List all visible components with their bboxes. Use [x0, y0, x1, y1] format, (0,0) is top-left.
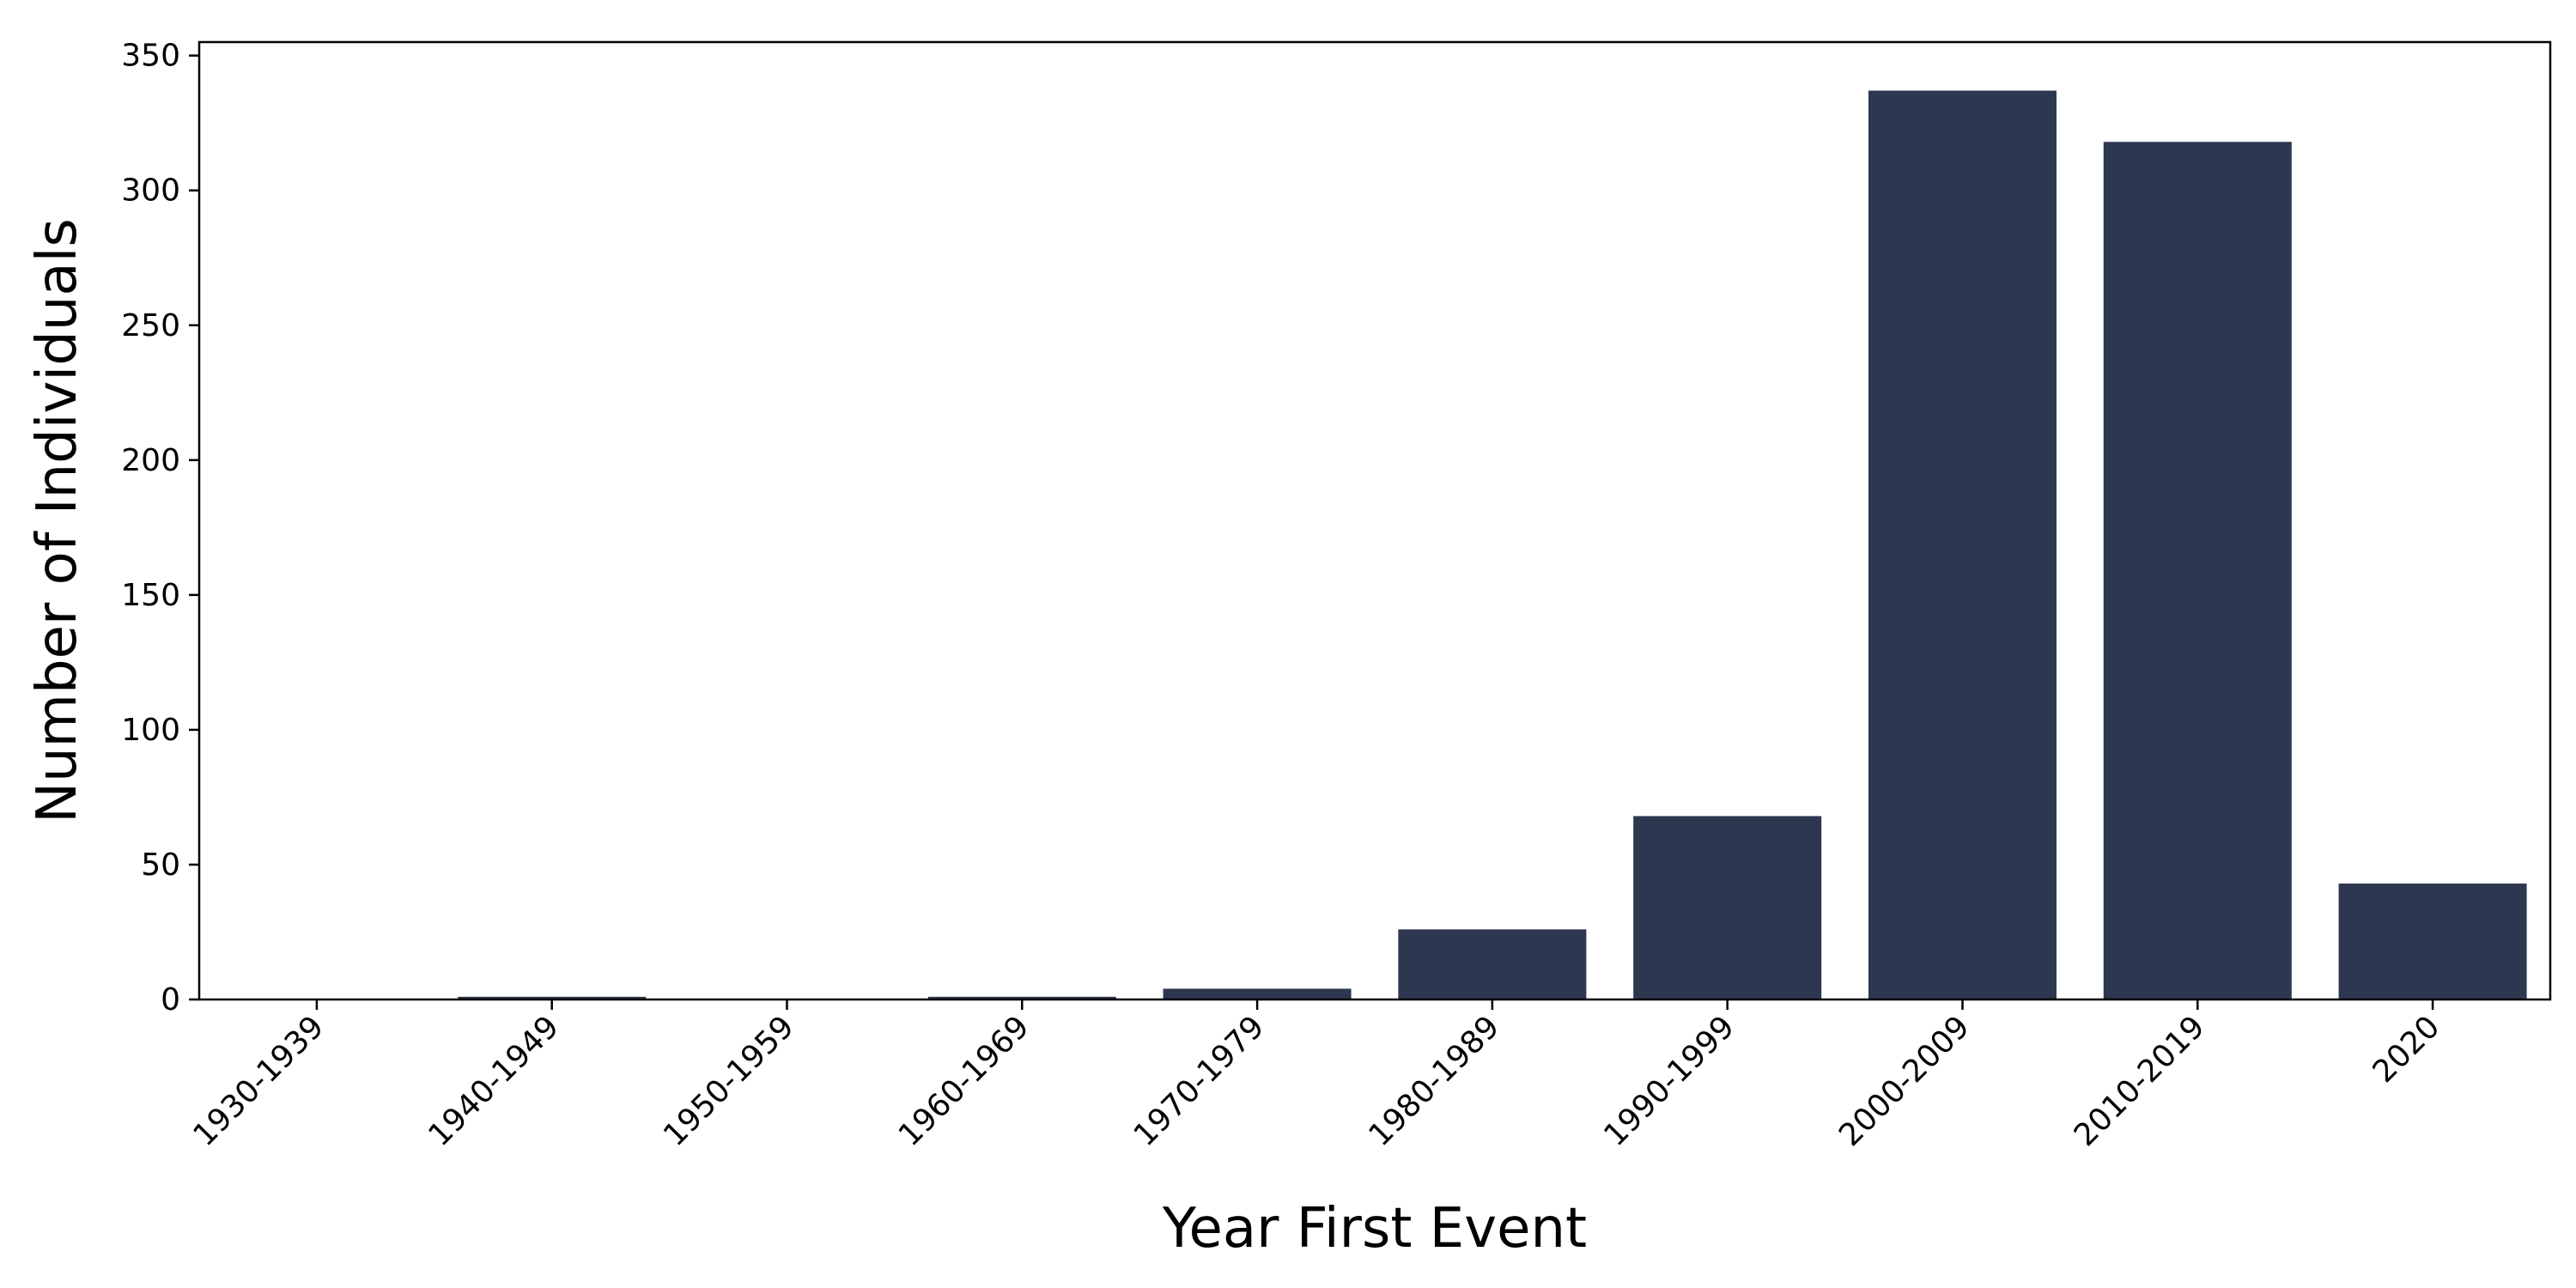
- bar-2020: [2338, 883, 2527, 999]
- y-axis-title: Number of Individuals: [26, 218, 89, 823]
- y-tick-label: 100: [121, 713, 180, 748]
- x-tick-label: 1960-1969: [892, 1009, 1036, 1153]
- bar-1970-1979: [1163, 988, 1352, 999]
- x-tick-label: 2020: [2366, 1009, 2447, 1090]
- y-tick-label: 350: [121, 39, 180, 74]
- x-axis-title: Year First Event: [1162, 1197, 1587, 1261]
- y-tick-label: 150: [121, 578, 180, 613]
- y-tick-label: 250: [121, 308, 180, 343]
- x-tick-label: 1950-1959: [657, 1009, 801, 1153]
- x-tick-label: 1980-1989: [1363, 1009, 1507, 1153]
- bar-1960-1969: [927, 996, 1116, 999]
- bar-2010-2019: [2103, 142, 2292, 999]
- bar-2000-2009: [1868, 90, 2057, 1000]
- y-tick-label: 0: [161, 982, 180, 1018]
- bar-1940-1949: [458, 996, 647, 999]
- y-tick-label: 200: [121, 443, 180, 478]
- plot-frame: [197, 40, 2552, 1001]
- x-tick-label: 1930-1939: [187, 1009, 331, 1153]
- y-axis-ticks: 0 50 100 150 200 250 300 350: [121, 39, 199, 1018]
- y-tick-label: 50: [141, 848, 180, 883]
- x-tick-label: 2010-2019: [2068, 1009, 2212, 1153]
- bar-1980-1989: [1398, 929, 1587, 999]
- x-tick-label: 1970-1979: [1127, 1009, 1272, 1153]
- bars-group: [458, 90, 2527, 1000]
- y-tick-label: 300: [121, 173, 180, 209]
- x-tick-label: 1940-1949: [422, 1009, 566, 1153]
- bar-1990-1999: [1633, 816, 1822, 999]
- x-axis-ticks: 1930-1939 1940-1949 1950-1959 1960-1969 1970…: [187, 999, 2447, 1153]
- x-tick-label: 1990-1999: [1597, 1009, 1741, 1153]
- x-tick-label: 2000-2009: [1832, 1009, 1977, 1153]
